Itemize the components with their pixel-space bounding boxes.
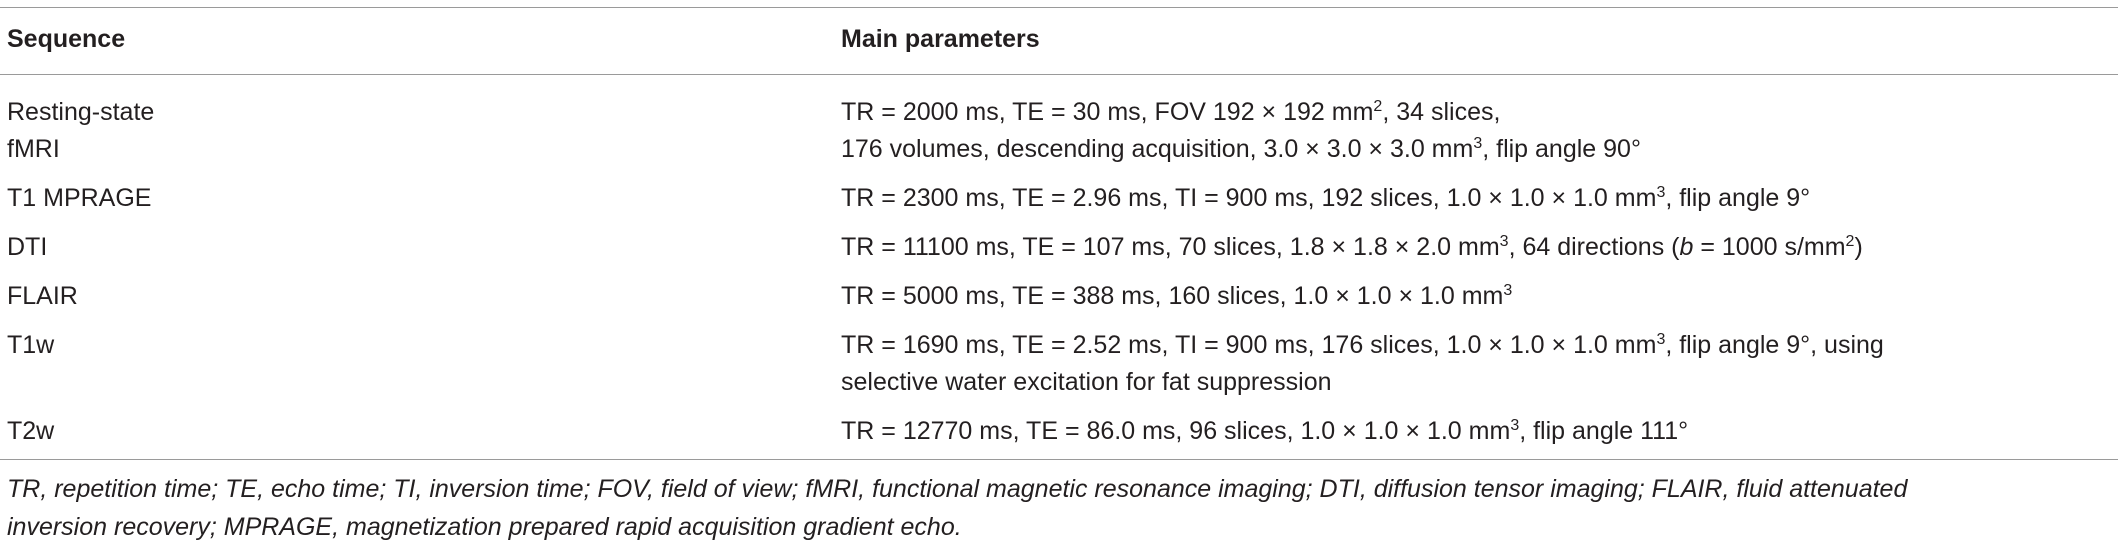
- superscript: 3: [1510, 416, 1520, 434]
- parameters-cell: TR = 2300 ms, TE = 2.96 ms, TI = 900 ms,…: [841, 180, 1810, 217]
- text-run: , flip angle 9°: [1665, 183, 1811, 212]
- superscript: 3: [1499, 232, 1509, 250]
- header-cell: Main parameters: [841, 25, 1040, 53]
- parameters-line: TR = 1690 ms, TE = 2.52 ms, TI = 900 ms,…: [841, 327, 1884, 364]
- text-run: , flip angle 9°, using: [1665, 330, 1884, 359]
- text-run: , 64 directions (: [1508, 232, 1680, 261]
- parameters-cell: TR = 2000 ms, TE = 30 ms, FOV 192 × 192 …: [841, 94, 1641, 168]
- parameters-line: TR = 11100 ms, TE = 107 ms, 70 slices, 1…: [841, 229, 1863, 266]
- sequence-cell: T1 MPRAGE: [7, 180, 151, 217]
- superscript: 2: [1373, 97, 1383, 115]
- parameters-line: selective water excitation for fat suppr…: [841, 364, 1884, 401]
- sequence-line: Resting-state: [7, 97, 155, 126]
- sequence-cell: FLAIR: [7, 278, 78, 315]
- sequence-line: DTI: [7, 232, 48, 261]
- sequence-line: T2w: [7, 416, 55, 445]
- sequence-line: FLAIR: [7, 281, 78, 310]
- text-run: = 1000 s/mm: [1693, 232, 1846, 261]
- top-rule: [0, 7, 2118, 8]
- sequence-cell: T2w: [7, 413, 54, 450]
- text-run: 176 volumes, descending acquisition, 3.0…: [841, 134, 1474, 163]
- text-run: TR = 12770 ms, TE = 86.0 ms, 96 slices, …: [841, 416, 1511, 445]
- text-run: TR = 1690 ms, TE = 2.52 ms, TI = 900 ms,…: [841, 330, 1657, 359]
- footnote-line: inversion recovery; MPRAGE, magnetizatio…: [7, 513, 962, 541]
- parameters-cell: TR = 11100 ms, TE = 107 ms, 70 slices, 1…: [841, 229, 1863, 266]
- text-run: selective water excitation for fat suppr…: [841, 367, 1332, 396]
- sequence-cell: Resting-state fMRI: [7, 94, 154, 168]
- sequence-line: T1w: [7, 330, 55, 359]
- text-run: TR = 2000 ms, TE = 30 ms, FOV 192 × 192 …: [841, 97, 1374, 126]
- text-run: TR = 5000 ms, TE = 388 ms, 160 slices, 1…: [841, 281, 1504, 310]
- footnote-line: TR, repetition time; TE, echo time; TI, …: [7, 475, 1908, 503]
- parameters-cell: TR = 12770 ms, TE = 86.0 ms, 96 slices, …: [841, 413, 1688, 450]
- parameters-line: TR = 2000 ms, TE = 30 ms, FOV 192 × 192 …: [841, 94, 1641, 131]
- parameters-line: TR = 12770 ms, TE = 86.0 ms, 96 slices, …: [841, 413, 1688, 450]
- header-cell: Sequence: [7, 25, 126, 53]
- superscript: 2: [1845, 232, 1855, 250]
- bottom-rule: [0, 459, 2118, 460]
- text-run: TR = 2300 ms, TE = 2.96 ms, TI = 900 ms,…: [841, 183, 1657, 212]
- parameters-line: 176 volumes, descending acquisition, 3.0…: [841, 131, 1641, 168]
- text-run: ): [1854, 232, 1863, 261]
- sequence-cell: DTI: [7, 229, 47, 266]
- superscript: 3: [1473, 134, 1483, 152]
- superscript: 3: [1656, 183, 1666, 201]
- text-run: , 34 slices,: [1382, 97, 1501, 126]
- parameters-line: TR = 2300 ms, TE = 2.96 ms, TI = 900 ms,…: [841, 180, 1810, 217]
- header-rule: [0, 74, 2118, 75]
- sequence-line: fMRI: [7, 134, 60, 163]
- parameters-line: TR = 5000 ms, TE = 388 ms, 160 slices, 1…: [841, 278, 1512, 315]
- sequence-line: T1 MPRAGE: [7, 183, 152, 212]
- superscript: 3: [1503, 281, 1513, 299]
- italic-symbol: b: [1679, 232, 1694, 261]
- sequence-cell: T1w: [7, 327, 54, 364]
- superscript: 3: [1656, 330, 1666, 348]
- text-run: TR = 11100 ms, TE = 107 ms, 70 slices, 1…: [841, 232, 1500, 261]
- parameters-cell: TR = 5000 ms, TE = 388 ms, 160 slices, 1…: [841, 278, 1512, 315]
- text-run: , flip angle 111°: [1519, 416, 1689, 445]
- parameters-cell: TR = 1690 ms, TE = 2.52 ms, TI = 900 ms,…: [841, 327, 1884, 401]
- footnote: TR, repetition time; TE, echo time; TI, …: [7, 470, 1907, 546]
- text-run: , flip angle 90°: [1482, 134, 1641, 163]
